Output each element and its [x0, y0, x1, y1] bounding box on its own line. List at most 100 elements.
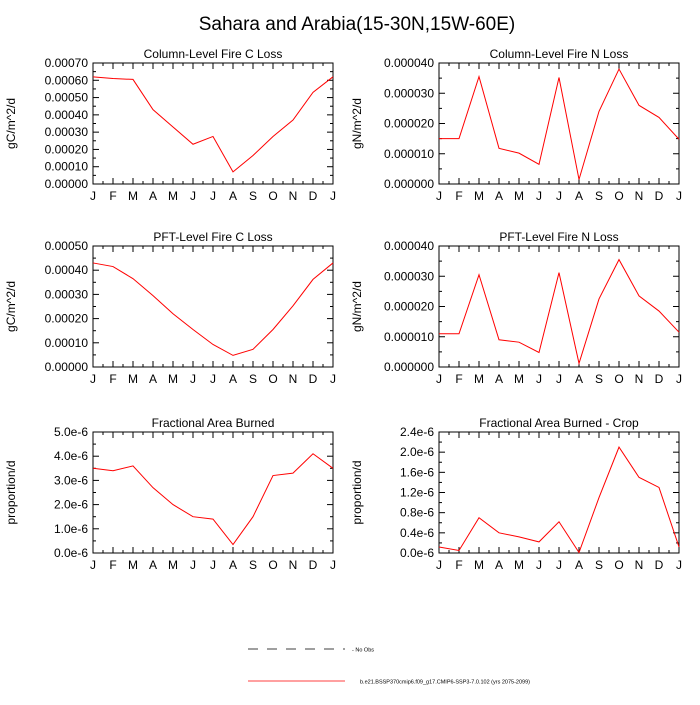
panel-3-xtick-label: J [330, 372, 336, 386]
panel-6-ylabel: proportion/d [350, 460, 364, 524]
panel-1-xtick-label: A [149, 189, 157, 203]
panel-2-ytick-label: 0.000000 [384, 177, 434, 191]
panel-5-xtick-label: F [109, 558, 116, 572]
panel-1-ytick-label: 0.00040 [45, 108, 89, 122]
panel-3-title: PFT-Level Fire C Loss [153, 230, 272, 244]
panel-6-ytick-label: 0.0e-6 [400, 546, 434, 560]
panel-5-xtick-label: J [210, 558, 216, 572]
panel-1-ytick-label: 0.00000 [45, 177, 89, 191]
panel-4-ytick-label: 0.000010 [384, 330, 434, 344]
panel-4-xtick-label: M [474, 372, 484, 386]
panel-3-xtick-label: D [309, 372, 318, 386]
panel-5-title: Fractional Area Burned [152, 416, 275, 430]
panel-2-ytick-label: 0.000030 [384, 86, 434, 100]
panel-3-xtick-label: A [149, 372, 157, 386]
panel-2-xtick-label: M [474, 189, 484, 203]
panel-3-xtick-label: F [109, 372, 116, 386]
panel-6-ytick-label: 0.4e-6 [400, 526, 434, 540]
panel-2-xtick-label: M [514, 189, 524, 203]
panel-4-xtick-label: A [495, 372, 503, 386]
panel-2-xtick-label: D [655, 189, 664, 203]
panel-1-xtick-label: J [90, 189, 96, 203]
panel-6-series-line [438, 446, 680, 554]
panel-4-series-line [439, 258, 680, 366]
panel-1-ylabel: gC/m^2/d [4, 98, 18, 149]
panel-1-plot-frame [92, 62, 334, 185]
panel-6-xtick-label: J [536, 558, 542, 572]
panel-1-title: Column-Level Fire C Loss [144, 47, 283, 61]
panel-5-xtick-label: M [128, 558, 138, 572]
panel-5-ytick-label: 1.0e-6 [54, 522, 88, 536]
panel-1-xtick-label: A [229, 189, 237, 203]
panel-6-xtick-label: J [676, 558, 682, 572]
panel-3-xtick-label: M [168, 372, 178, 386]
panel-5-series-line [92, 453, 334, 546]
panel-1-xtick-label: J [210, 189, 216, 203]
panel-3-ytick-label: 0.00050 [45, 239, 89, 253]
panel-1-ytick-label: 0.00070 [45, 56, 89, 70]
panel-6-xtick-label: F [455, 558, 462, 572]
panel-3-xtick-label: S [249, 372, 257, 386]
panel-2-xtick-label: J [536, 189, 542, 203]
panel-2-series-line [439, 67, 680, 180]
panel-2-xtick-label: O [614, 189, 623, 203]
panel-5-xtick-label: J [330, 558, 336, 572]
panel-1-ytick-label: 0.00010 [45, 160, 89, 174]
panel-5-xtick-label: J [190, 558, 196, 572]
panel-2-xtick-label: J [436, 189, 442, 203]
panel-3-ytick-label: 0.00030 [45, 287, 89, 301]
panel-6-ytick-label: 2.4e-6 [400, 425, 434, 439]
panel-4-xtick-label: M [514, 372, 524, 386]
panel-5-xtick-label: A [229, 558, 237, 572]
panel-2-xtick-label: F [455, 189, 462, 203]
panel-4-xtick-label: A [575, 372, 583, 386]
panel-1-series-line [92, 76, 334, 173]
panel-1-xtick-label: J [190, 189, 196, 203]
panel-2-ytick-label: 0.000010 [384, 147, 434, 161]
panel-5-ytick-label: 4.0e-6 [54, 449, 88, 463]
panel-2-title: Column-Level Fire N Loss [490, 47, 629, 61]
panel-2-ytick-label: 0.000040 [384, 56, 434, 70]
panel-4-ytick-label: 0.000020 [384, 300, 434, 314]
legend-obs-text: No Obs [355, 648, 374, 654]
panel-6-xtick-label: A [575, 558, 583, 572]
panel-1-xtick-label: D [309, 189, 318, 203]
panel-6-xtick-label: N [635, 558, 644, 572]
panel-3-ytick-label: 0.00000 [45, 360, 89, 374]
panel-3-xtick-label: J [90, 372, 96, 386]
panel-5-xtick-label: A [149, 558, 157, 572]
panel-1-xtick-label: O [268, 189, 277, 203]
panel-4-ytick-label: 0.000030 [384, 269, 434, 283]
panel-5-ytick-label: 5.0e-6 [54, 425, 88, 439]
panel-1-ytick-label: 0.00050 [45, 91, 89, 105]
panel-6-ytick-label: 2.0e-6 [400, 445, 434, 459]
panel-2-xtick-label: S [595, 189, 603, 203]
panel-6-title: Fractional Area Burned - Crop [479, 416, 639, 430]
panel-6-xtick-label: M [514, 558, 524, 572]
panel-3-xtick-label: O [268, 372, 277, 386]
panel-6-xtick-label: J [556, 558, 562, 572]
legend: - No Obs b.e21.BSSP370cmip6.f09_g17.CMIP… [248, 648, 530, 686]
panel-4-xtick-label: N [635, 372, 644, 386]
panel-6-xtick-label: M [474, 558, 484, 572]
panel-3-ytick-label: 0.00040 [45, 263, 89, 277]
page-title: Sahara and Arabia(15-30N,15W-60E) [199, 14, 516, 35]
panel-5-ytick-label: 3.0e-6 [54, 473, 88, 487]
panel-3-xtick-label: A [229, 372, 237, 386]
panel-1-xtick-label: M [168, 189, 178, 203]
panel-1-ytick-label: 0.00020 [45, 142, 89, 156]
panel-5-ylabel: proportion/d [4, 460, 18, 524]
panel-3-plot-frame [92, 245, 334, 368]
panel-4-xtick-label: O [614, 372, 623, 386]
panel-6-ytick-label: 1.2e-6 [400, 486, 434, 500]
panel-2-xtick-label: J [676, 189, 682, 203]
panel-4-xtick-label: S [595, 372, 603, 386]
panel-6-xtick-label: A [495, 558, 503, 572]
